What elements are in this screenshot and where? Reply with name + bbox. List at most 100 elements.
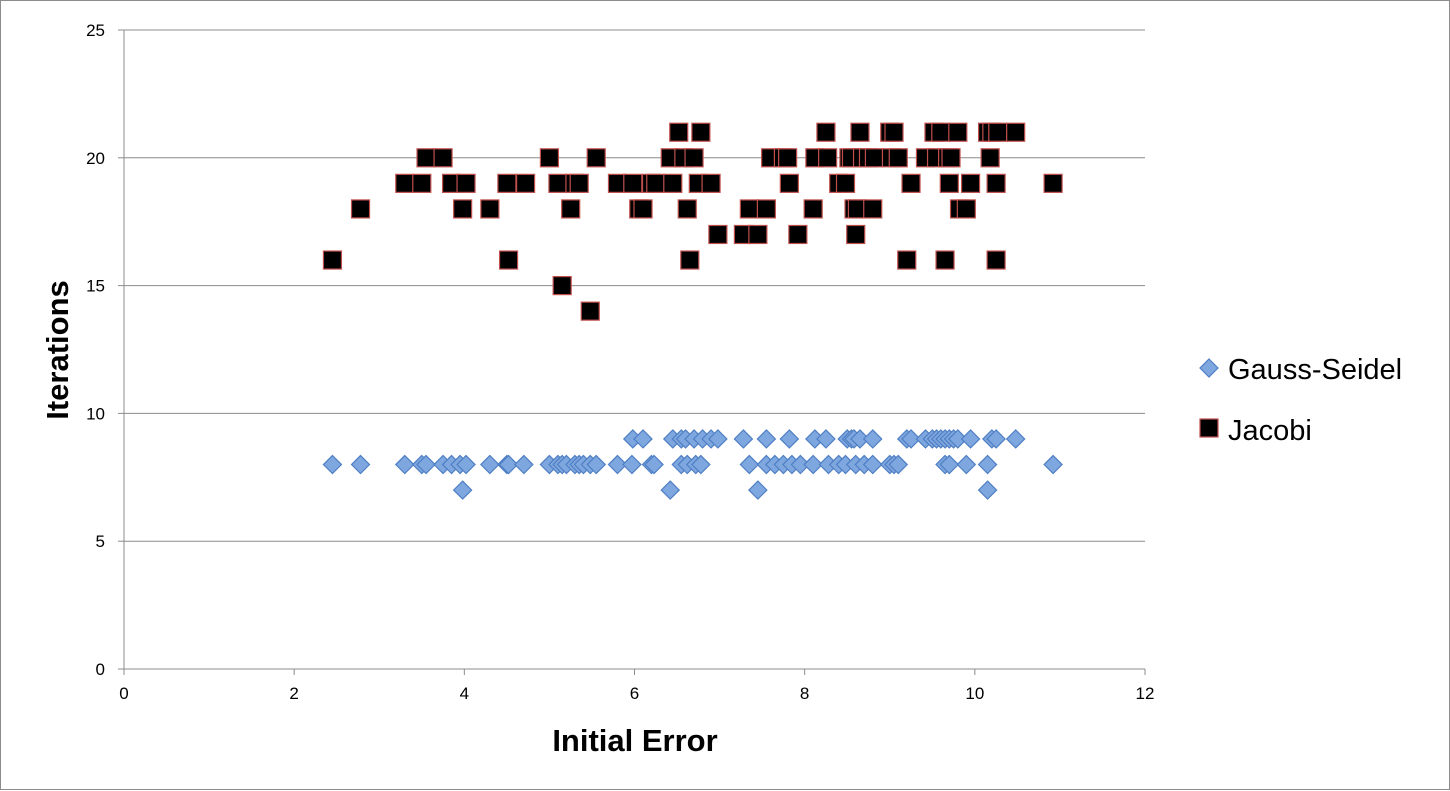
gauss-seidel-point	[660, 480, 681, 500]
y-tick-label: 25	[86, 21, 105, 40]
legend-label-jacobi: Jacobi	[1228, 415, 1312, 447]
gauss-seidel-point	[586, 454, 607, 475]
gauss-seidel-point	[862, 454, 883, 475]
gauss-seidel-point	[816, 429, 836, 449]
jacobi-point	[863, 199, 883, 219]
jacobi-point	[663, 173, 683, 193]
gauss-seidel-point	[1005, 429, 1026, 449]
jacobi-point	[835, 173, 856, 193]
jacobi-point	[931, 122, 951, 142]
jacobi-point	[948, 122, 968, 142]
jacobi-point	[816, 122, 836, 142]
jacobi-point	[498, 250, 519, 270]
gauss-seidel-point	[862, 429, 883, 449]
gauss-seidel-point	[498, 454, 519, 475]
jacobi-point	[677, 199, 697, 219]
x-tick-label: 4	[460, 684, 469, 703]
gauss-seidel-point	[452, 480, 473, 500]
gauss-seidel-point	[480, 454, 500, 475]
jacobi-point	[480, 199, 500, 219]
y-axis-title: Iterations	[40, 280, 75, 420]
gridlines	[124, 29, 1145, 542]
gauss-seidel-point	[803, 454, 824, 475]
jacobi-point	[980, 148, 1000, 168]
legend-label-gauss-seidel: Gauss-Seidel	[1228, 354, 1402, 386]
jacobi-point	[623, 173, 643, 193]
gauss-seidel-point	[986, 429, 1006, 449]
jacobi-point	[986, 250, 1006, 270]
gauss-seidel-point	[350, 454, 371, 475]
gauss-seidel-point	[514, 454, 534, 475]
gauss-seidel-point	[977, 480, 998, 500]
series-jacobi	[322, 122, 1063, 321]
legend: Gauss-Seidel Jacobi	[1199, 354, 1402, 447]
gauss-seidel-point	[733, 429, 754, 449]
legend-item-gauss-seidel: Gauss-Seidel	[1199, 354, 1402, 386]
x-tick-label: 10	[965, 684, 984, 703]
gauss-seidel-point	[708, 429, 728, 449]
jacobi-point	[580, 301, 600, 321]
jacobi-point	[756, 199, 776, 219]
jacobi-point	[884, 122, 904, 142]
jacobi-point	[779, 173, 799, 193]
y-tick-label: 20	[86, 149, 105, 168]
y-tick-label: 5	[96, 532, 105, 551]
jacobi-point	[739, 199, 759, 219]
gauss-seidel-point	[888, 454, 909, 475]
gauss-seidel-point	[633, 429, 653, 449]
jacobi-point	[350, 199, 371, 219]
jacobi-point	[935, 250, 955, 270]
jacobi-point	[680, 250, 700, 270]
jacobi-point	[986, 173, 1006, 193]
jacobi-point	[548, 173, 568, 193]
jacobi-point	[412, 173, 432, 193]
jacobi-point	[1006, 122, 1026, 142]
jacobi-point	[322, 250, 343, 270]
x-tick-label: 0	[119, 684, 128, 703]
gauss-seidel-point	[956, 454, 977, 475]
jacobi-point	[669, 122, 689, 142]
jacobi-point	[788, 224, 808, 245]
jacobi-point	[850, 122, 870, 142]
y-tick-label: 15	[86, 277, 105, 296]
x-axis-title: Initial Error	[552, 723, 717, 758]
legend-square-icon	[1199, 418, 1219, 438]
series-gauss-seidel	[322, 429, 1063, 500]
gauss-seidel-point	[739, 454, 760, 475]
jacobi-point	[586, 148, 606, 168]
x-tick-label: 12	[1136, 684, 1155, 703]
y-tick-label: 10	[86, 404, 105, 423]
jacobi-point	[395, 173, 415, 193]
x-tick-label: 2	[289, 684, 298, 703]
jacobi-point	[552, 276, 572, 296]
gauss-seidel-point	[644, 454, 664, 475]
axes: 0 5 10 15 20 25 0 2 4 6 8 10 12	[86, 21, 1154, 703]
jacobi-point	[988, 122, 1008, 142]
jacobi-point	[569, 173, 589, 193]
x-tick-label: 8	[800, 684, 809, 703]
jacobi-point	[515, 173, 536, 193]
jacobi-point	[691, 122, 711, 142]
gauss-seidel-point	[779, 429, 800, 449]
jacobi-point	[497, 173, 517, 193]
jacobi-point	[453, 199, 473, 219]
gauss-seidel-point	[901, 429, 921, 449]
jacobi-point	[708, 224, 728, 245]
jacobi-point	[633, 199, 653, 219]
legend-diamond-icon	[1199, 358, 1219, 378]
jacobi-point	[539, 148, 560, 168]
jacobi-point	[818, 148, 838, 168]
gauss-seidel-point	[456, 454, 476, 475]
jacobi-point	[846, 224, 866, 245]
legend-item-jacobi: Jacobi	[1199, 415, 1312, 447]
jacobi-point	[456, 173, 476, 193]
jacobi-point	[433, 148, 453, 168]
jacobi-point	[748, 224, 768, 245]
jacobi-point	[561, 199, 581, 219]
gauss-seidel-point	[977, 454, 998, 475]
gauss-seidel-point	[416, 454, 436, 475]
jacobi-point	[939, 173, 959, 193]
x-tick-label: 6	[630, 684, 639, 703]
